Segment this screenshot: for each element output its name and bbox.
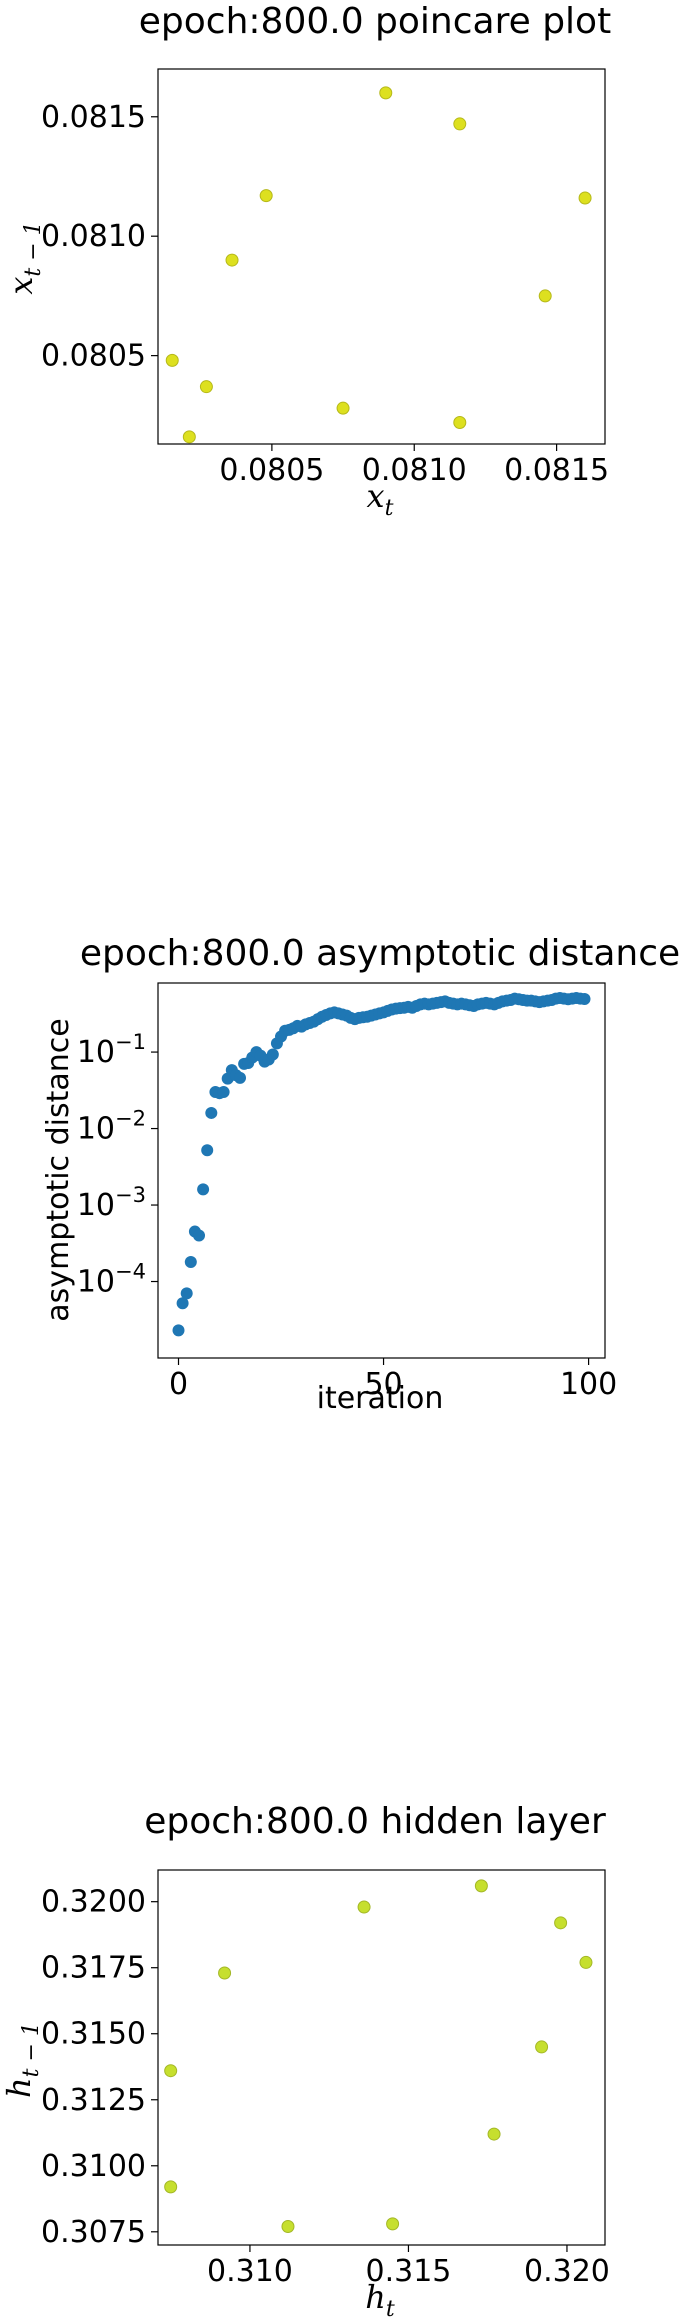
data-point	[172, 1324, 185, 1337]
asymptotic-y-label: asymptotic distance	[41, 1018, 76, 1321]
x-tick-label: 0	[169, 1367, 188, 1402]
data-point	[474, 1879, 488, 1893]
data-point	[201, 1144, 214, 1157]
y-tick-label: 0.3150	[41, 2017, 146, 2052]
poincare-plot-area	[157, 68, 606, 445]
data-point	[164, 2180, 178, 2194]
y-tick-label: 10−2	[77, 1107, 146, 1147]
x-tick-label: 0.320	[524, 2254, 610, 2289]
y-tick-label: 0.0815	[41, 100, 146, 135]
data-point	[578, 992, 591, 1005]
poincare-chart: epoch:800.0 poincare plot 0.0805 0.0810 0.…	[2, 1, 611, 521]
data-point	[180, 1287, 193, 1300]
data-point	[259, 189, 273, 203]
data-point	[578, 191, 592, 205]
poincare-x-label: xt	[367, 477, 394, 521]
data-point	[535, 2040, 549, 2054]
asymptotic-plot-area	[157, 982, 606, 1359]
data-point	[217, 1086, 230, 1099]
data-point	[379, 86, 393, 100]
hidden-x-ticks: 0.310 0.315 0.320	[207, 2245, 610, 2289]
hidden-y-ticks: 0.3075 0.3100 0.3125 0.3150 0.3175 0.3200	[41, 1885, 158, 2250]
x-tick-label: 50	[364, 1367, 402, 1402]
hidden-y-label: ht − 1	[0, 2022, 44, 2098]
data-point	[538, 289, 552, 303]
asymptotic-chart: epoch:800.0 asymptotic distance 0 50 100 1…	[41, 933, 680, 1416]
data-point	[182, 430, 196, 444]
y-tick-label: 0.0805	[41, 339, 146, 374]
y-tick-label: 0.3100	[41, 2149, 146, 2184]
hidden-chart: epoch:800.0 hidden layer 0.310 0.315 0.320…	[0, 1801, 610, 2322]
x-tick-label: 0.0810	[362, 453, 467, 488]
asymptotic-title: epoch:800.0 asymptotic distance	[80, 933, 680, 974]
data-point	[197, 1183, 210, 1196]
poincare-y-ticks: 0.0805 0.0810 0.0815	[41, 100, 158, 374]
data-point	[218, 1966, 232, 1980]
data-point	[176, 1297, 189, 1310]
data-point	[579, 1955, 593, 1969]
data-point	[184, 1255, 197, 1268]
data-point	[193, 1229, 206, 1242]
data-point	[165, 353, 179, 367]
y-tick-label: 0.3125	[41, 2083, 146, 2118]
data-point	[453, 416, 467, 430]
data-point	[205, 1106, 218, 1119]
hidden-title: epoch:800.0 hidden layer	[144, 1801, 606, 1842]
y-tick-label: 10−3	[77, 1183, 146, 1223]
y-tick-label: 0.3175	[41, 1951, 146, 1986]
asymptotic-y-ticks: 10−4 10−3 10−2 10−1	[77, 1030, 158, 1300]
poincare-x-ticks: 0.0805 0.0810 0.0815	[219, 444, 609, 488]
data-point	[266, 1048, 279, 1061]
data-point	[225, 253, 239, 267]
hidden-points	[164, 1879, 593, 2234]
poincare-points	[165, 86, 592, 444]
data-point	[386, 2217, 400, 2231]
asymptotic-x-ticks: 0 50 100	[169, 1358, 617, 1402]
data-point	[357, 1900, 371, 1914]
poincare-title: epoch:800.0 poincare plot	[139, 1, 611, 42]
y-tick-label: 0.3200	[41, 1885, 146, 1920]
y-tick-label: 10−4	[77, 1260, 146, 1300]
data-point	[453, 117, 467, 131]
poincare-y-label: xt − 1	[2, 221, 46, 294]
data-point	[487, 2127, 501, 2141]
hidden-x-label: ht	[365, 2278, 395, 2322]
data-point	[336, 401, 350, 415]
y-tick-label: 10−1	[77, 1030, 146, 1070]
hidden-plot-area	[157, 1869, 606, 2246]
data-point	[554, 1916, 568, 1930]
data-point	[281, 2220, 295, 2234]
x-tick-label: 0.0805	[219, 453, 324, 488]
x-tick-label: 100	[560, 1367, 617, 1402]
data-point	[199, 380, 213, 394]
data-point	[164, 2064, 178, 2078]
x-tick-label: 0.315	[366, 2254, 452, 2289]
asymptotic-points	[172, 991, 591, 1337]
data-point	[234, 1071, 247, 1084]
y-tick-label: 0.0810	[41, 219, 146, 254]
x-tick-label: 0.0815	[504, 453, 609, 488]
asymptotic-x-label: iteration	[317, 1381, 444, 1416]
x-tick-label: 0.310	[207, 2254, 293, 2289]
y-tick-label: 0.3075	[41, 2215, 146, 2250]
